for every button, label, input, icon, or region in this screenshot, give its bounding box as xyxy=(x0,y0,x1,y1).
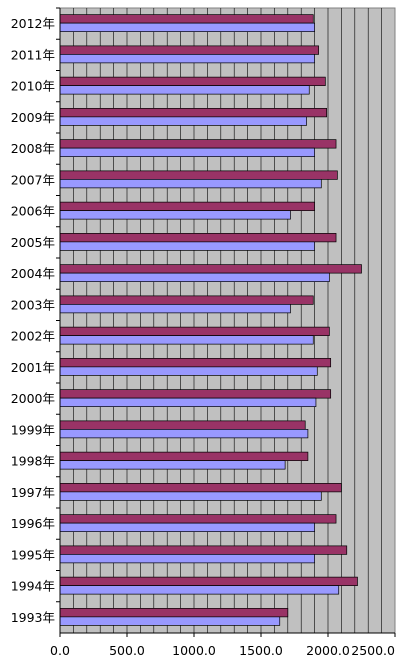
bar-series-1 xyxy=(59,233,337,243)
category-label: 1998年 xyxy=(11,454,55,469)
x-tick-label: 1000.0 xyxy=(172,643,216,658)
x-tick-label: 2000.0 xyxy=(306,643,350,658)
bar-series-2 xyxy=(59,491,322,501)
bar-series-1 xyxy=(59,295,314,305)
category-label: 1999年 xyxy=(11,422,55,437)
bar-series-1 xyxy=(59,451,309,461)
bar-series-1 xyxy=(59,576,358,586)
x-tick-label: 2500.0 xyxy=(351,643,395,658)
bar-series-2 xyxy=(59,397,317,407)
x-tick-labels: 0.0 500.0 1000.0 1500.0 2000.0 2500.0 xyxy=(50,633,396,658)
bar-series-2 xyxy=(59,585,340,595)
category-label: 2003年 xyxy=(11,297,55,312)
bar-series-1 xyxy=(59,264,362,274)
bar-series-1 xyxy=(59,45,319,55)
bar-series-1 xyxy=(59,358,332,368)
bar-series-2 xyxy=(59,22,315,32)
category-label: 1993年 xyxy=(11,610,55,625)
bar-series-1 xyxy=(59,326,330,336)
category-label: 2012年 xyxy=(11,16,55,31)
category-label: 2006年 xyxy=(11,204,55,219)
category-labels: 2012年 2011年 2010年 2009年 2008年 2007年 2006年 2005年… xyxy=(11,7,60,625)
bar-series-1 xyxy=(59,514,337,524)
category-label: 2002年 xyxy=(11,329,55,344)
category-label: 2008年 xyxy=(11,141,55,156)
category-label: 1995年 xyxy=(11,547,55,562)
x-tick-label: 1500.0 xyxy=(239,643,283,658)
bar-series-2 xyxy=(59,85,310,95)
bar-series-1 xyxy=(59,108,328,118)
bar-series-1 xyxy=(59,483,342,493)
category-label: 1996年 xyxy=(11,516,55,531)
bars xyxy=(59,14,362,626)
bar-series-2 xyxy=(59,616,281,626)
category-label: 2009年 xyxy=(11,110,55,125)
bar-series-2 xyxy=(59,272,330,282)
category-label: 1994年 xyxy=(11,579,55,594)
bar-series-2 xyxy=(59,429,309,439)
category-label: 2010年 xyxy=(11,79,55,94)
bar-series-1 xyxy=(59,139,337,149)
category-label: 2011年 xyxy=(11,47,55,62)
bar-series-1 xyxy=(59,170,338,180)
bar-series-1 xyxy=(59,76,326,86)
category-label: 1997年 xyxy=(11,485,55,500)
bar-series-2 xyxy=(59,304,291,314)
bar-series-2 xyxy=(59,116,307,126)
category-label: 2005年 xyxy=(11,235,55,250)
bar-series-2 xyxy=(59,210,291,220)
bar-series-2 xyxy=(59,147,315,157)
bar-series-1 xyxy=(59,389,332,399)
bar-series-2 xyxy=(59,241,315,251)
bar-series-2 xyxy=(59,366,318,376)
bar-series-1 xyxy=(59,608,289,618)
plot-area xyxy=(59,7,396,634)
x-tick-label: 500.0 xyxy=(109,643,145,658)
category-label: 2000年 xyxy=(11,391,55,406)
category-label: 2007年 xyxy=(11,172,55,187)
bar-series-1 xyxy=(59,201,315,211)
bar-series-1 xyxy=(59,545,348,555)
bar-series-2 xyxy=(59,335,314,345)
bar-series-1 xyxy=(59,14,314,24)
bar-series-1 xyxy=(59,420,306,430)
x-tick-label: 0.0 xyxy=(50,643,70,658)
bar-series-2 xyxy=(59,460,286,470)
category-label: 2001年 xyxy=(11,360,55,375)
bar-series-2 xyxy=(59,554,315,564)
bar-series-2 xyxy=(59,54,315,64)
bar-series-2 xyxy=(59,179,322,189)
category-label: 2004年 xyxy=(11,266,55,281)
bar-series-2 xyxy=(59,522,315,532)
